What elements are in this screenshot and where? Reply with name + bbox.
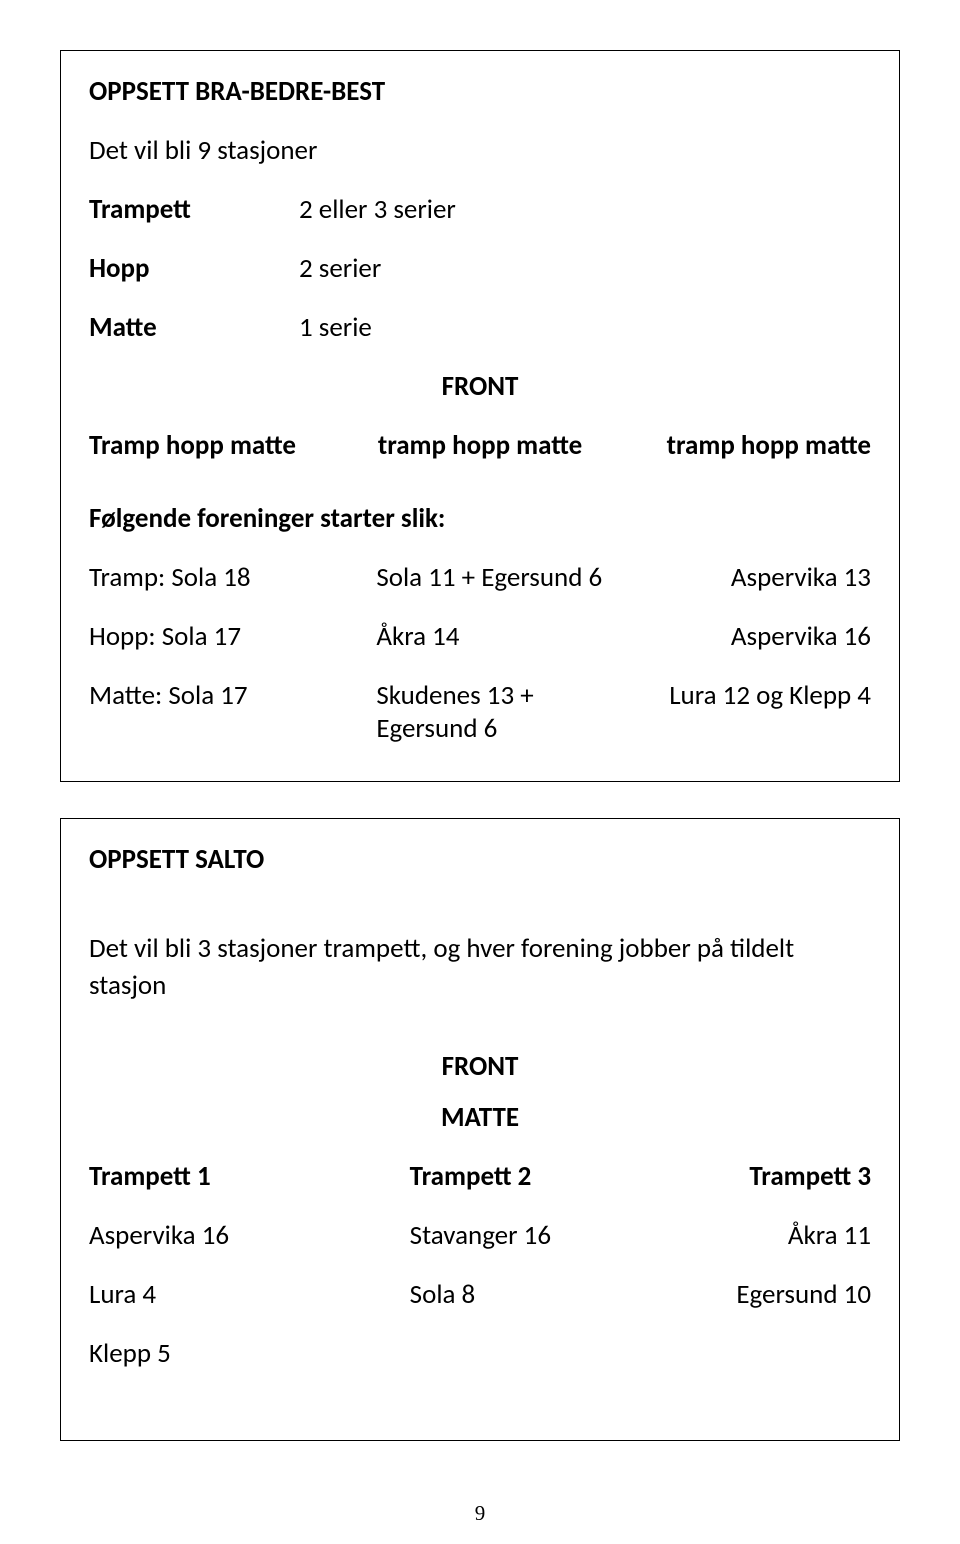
- starter-cell: Skudenes 13 + Egersund 6: [336, 679, 623, 745]
- starter-row: Tramp: Sola 18 Sola 11 + Egersund 6 Aspe…: [89, 561, 871, 594]
- intro-line: stasjon: [89, 969, 871, 1002]
- salto-cell: [640, 1337, 871, 1370]
- salto-row: Lura 4 Sola 8 Egersund 10: [89, 1278, 871, 1311]
- apparatus-row: Trampett 2 eller 3 serier: [89, 193, 871, 226]
- apparatus-row: Hopp 2 serier: [89, 252, 871, 285]
- salto-cell: Sola 8: [320, 1278, 641, 1311]
- starter-cell: Aspervika 13: [624, 561, 871, 594]
- front-matte-block: FRONT MATTE: [89, 1050, 871, 1134]
- apparatus-series: 2 serier: [299, 252, 579, 285]
- salto-header-cell: Trampett 2: [320, 1160, 641, 1193]
- apparatus-series: 1 serie: [299, 311, 579, 344]
- starter-cell: Sola 11 + Egersund 6: [336, 561, 623, 594]
- starter-row: Matte: Sola 17 Skudenes 13 + Egersund 6 …: [89, 679, 871, 745]
- salto-grid: Trampett 1 Trampett 2 Trampett 3 Aspervi…: [89, 1160, 871, 1370]
- salto-cell: Lura 4: [89, 1278, 320, 1311]
- starter-heading: Følgende foreninger starter slik:: [89, 502, 871, 535]
- intro-line: Det vil bli 9 stasjoner: [89, 134, 871, 167]
- front-label: FRONT: [350, 370, 611, 403]
- page-number: 9: [0, 1501, 960, 1526]
- apparatus-row: Matte 1 serie: [89, 311, 871, 344]
- starter-cell: Matte: Sola 17: [89, 679, 336, 745]
- section-heading: OPPSETT BRA-BEDRE-BEST: [89, 75, 871, 108]
- apparatus-name: Trampett: [89, 193, 299, 226]
- salto-header-cell: Trampett 1: [89, 1160, 320, 1193]
- salto-cell: Stavanger 16: [320, 1219, 641, 1252]
- salto-row: Klepp 5: [89, 1337, 871, 1370]
- starter-cell: Lura 12 og Klepp 4: [624, 679, 871, 745]
- starter-cell: Tramp: Sola 18: [89, 561, 336, 594]
- matte-label: MATTE: [89, 1101, 871, 1134]
- salto-cell: [320, 1337, 641, 1370]
- starter-cell: Hopp: Sola 17: [89, 620, 336, 653]
- salto-cell: Aspervika 16: [89, 1219, 320, 1252]
- starter-row: Hopp: Sola 17 Åkra 14 Aspervika 16: [89, 620, 871, 653]
- section-bra-bedre-best: OPPSETT BRA-BEDRE-BEST Det vil bli 9 sta…: [60, 50, 900, 782]
- apparatus-name: Matte: [89, 311, 299, 344]
- salto-header-row: Trampett 1 Trampett 2 Trampett 3: [89, 1160, 871, 1193]
- layout-cell: tramp hopp matte: [610, 429, 871, 462]
- apparatus-list: Trampett 2 eller 3 serier Hopp 2 serier …: [89, 193, 871, 344]
- document-page: OPPSETT BRA-BEDRE-BEST Det vil bli 9 sta…: [0, 0, 960, 1544]
- salto-cell: Klepp 5: [89, 1337, 320, 1370]
- layout-cell: Tramp hopp matte: [89, 429, 350, 462]
- starter-cell: Åkra 14: [336, 620, 623, 653]
- section-salto: OPPSETT SALTO Det vil bli 3 stasjoner tr…: [60, 818, 900, 1441]
- salto-cell: Egersund 10: [640, 1278, 871, 1311]
- intro-line: Det vil bli 3 stasjoner trampett, og hve…: [89, 932, 871, 965]
- salto-row: Aspervika 16 Stavanger 16 Åkra 11: [89, 1219, 871, 1252]
- salto-cell: Åkra 11: [640, 1219, 871, 1252]
- front-label: FRONT: [89, 1050, 871, 1083]
- apparatus-name: Hopp: [89, 252, 299, 285]
- apparatus-series: 2 eller 3 serier: [299, 193, 579, 226]
- layout-row: Tramp hopp matte tramp hopp matte tramp …: [89, 429, 871, 462]
- section-heading: OPPSETT SALTO: [89, 843, 871, 876]
- layout-cell: tramp hopp matte: [350, 429, 611, 462]
- salto-header-cell: Trampett 3: [640, 1160, 871, 1193]
- starter-cell: Aspervika 16: [624, 620, 871, 653]
- front-label-row: FRONT: [89, 370, 871, 403]
